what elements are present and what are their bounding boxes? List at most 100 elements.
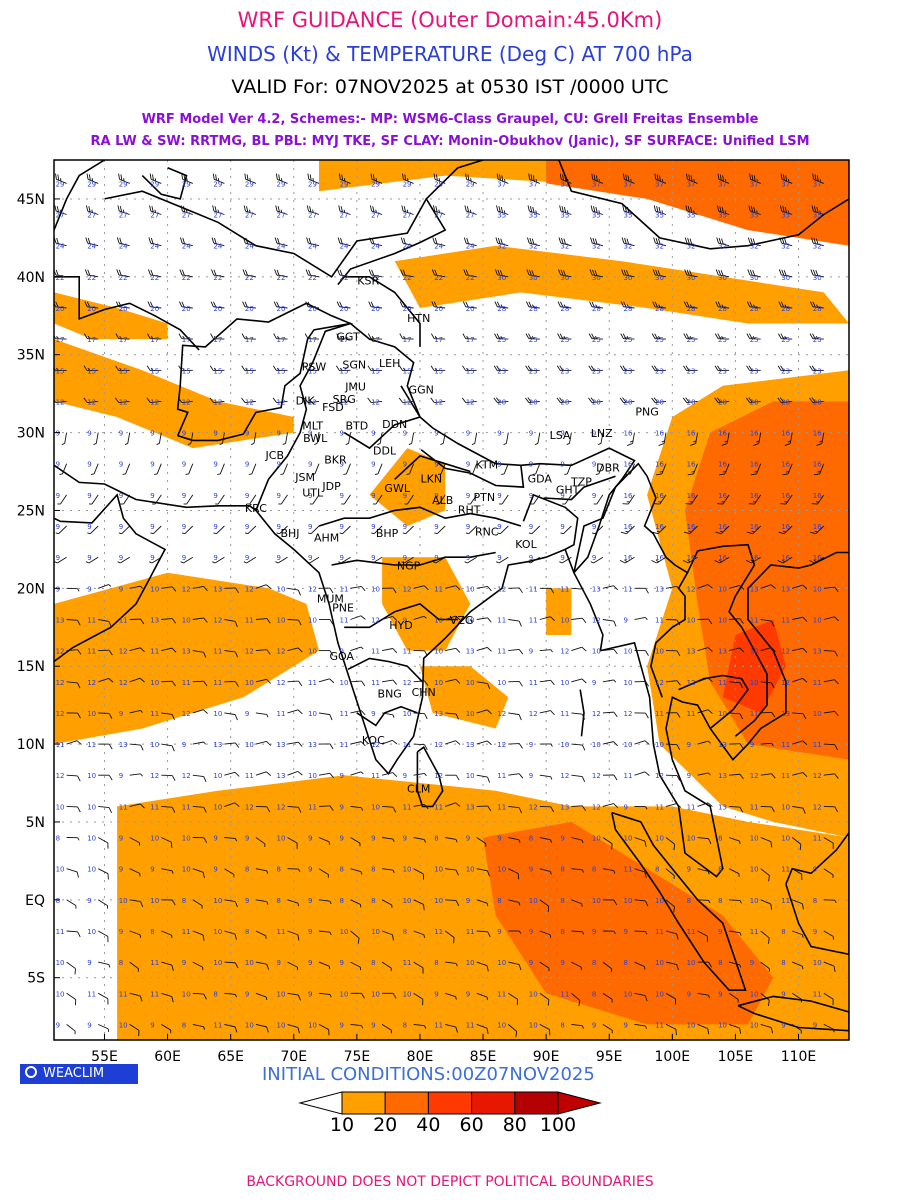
barb-speed-label: 16 <box>687 461 696 469</box>
barb-speed-label: 12 <box>497 710 506 718</box>
barb-speed-label: 9 <box>340 959 344 967</box>
barb-speed-label: 11 <box>560 710 569 718</box>
wind-barb <box>381 930 394 941</box>
wind-barb <box>97 868 109 880</box>
barb-speed-label: 10 <box>245 1021 254 1029</box>
wind-barb <box>823 837 834 849</box>
wind-barb <box>634 837 647 847</box>
barb-speed-label: 10 <box>750 648 759 656</box>
wind-barb <box>350 771 364 776</box>
barb-speed-label: 12 <box>182 772 191 780</box>
barb-speed-label: 9 <box>87 959 91 967</box>
wind-barb <box>778 301 793 309</box>
wind-barb <box>697 772 711 776</box>
wind-barb <box>728 868 740 877</box>
wind-barb <box>120 494 131 505</box>
wind-barb <box>697 709 713 714</box>
wind-barb <box>192 650 207 658</box>
barb-speed-label: 25 <box>718 336 727 344</box>
barb-speed-label: 25 <box>497 336 506 344</box>
barb-speed-label: 10 <box>592 835 601 843</box>
barb-speed-label: 28 <box>592 305 601 313</box>
barb-speed-label: 9 <box>213 430 217 438</box>
black-sea-area <box>54 160 105 231</box>
wind-barb <box>823 930 834 940</box>
wind-barb <box>381 616 398 621</box>
lon-label: 70E <box>280 1049 307 1065</box>
barb-speed-label: 9 <box>592 679 596 687</box>
wind-barb <box>413 992 424 1006</box>
station-jdp: JDP <box>321 480 341 493</box>
barb-speed-label: 11 <box>340 617 349 625</box>
wind-barb <box>318 743 334 750</box>
wind-barb <box>665 619 681 626</box>
barb-speed-label: 9 <box>245 523 249 531</box>
wind-barb <box>287 709 303 715</box>
wind-barb <box>508 899 521 906</box>
wind-barb <box>564 463 572 475</box>
wind-barb <box>525 365 540 372</box>
barb-speed-label: 22 <box>277 274 286 282</box>
wind-barb <box>747 269 761 278</box>
wind-barb <box>626 432 635 446</box>
barb-speed-label: 16 <box>750 430 759 438</box>
barb-speed-label: 23 <box>560 367 569 375</box>
wind-barb <box>823 1023 835 1033</box>
barb-speed-label: 11 <box>371 679 380 687</box>
wind-barb <box>319 650 334 656</box>
barb-speed-label: 11 <box>245 772 254 780</box>
barb-speed-label: 16 <box>781 492 790 500</box>
wind-barb <box>147 269 162 278</box>
wind-barb <box>241 365 256 372</box>
barb-speed-label: 10 <box>750 835 759 843</box>
wind-barb <box>445 837 458 843</box>
wind-barb <box>658 432 667 446</box>
wind-barb <box>654 173 667 184</box>
barb-speed-label: 16 <box>624 492 633 500</box>
wind-barb <box>590 237 604 247</box>
barb-speed-label: 8 <box>371 959 375 967</box>
wind-barb <box>192 1023 206 1030</box>
wind-barb <box>382 679 398 685</box>
barb-speed-label: 35 <box>655 212 664 220</box>
barb-speed-label: 20 <box>655 398 664 406</box>
barb-speed-label: 37 <box>497 180 506 188</box>
caspian-area <box>54 275 200 351</box>
wind-barb <box>179 237 193 247</box>
barb-speed-label: 22 <box>87 274 96 282</box>
wind-barb <box>437 463 446 475</box>
barb-speed-label: 12 <box>87 398 96 406</box>
barb-speed-label: 28 <box>529 305 538 313</box>
barb-speed-label: 27 <box>119 212 128 220</box>
wind-barb <box>716 237 730 247</box>
station-dik: DIK <box>296 395 316 408</box>
barb-speed-label: 9 <box>403 554 407 562</box>
barb-speed-label: 9 <box>529 866 533 874</box>
wind-barb <box>413 899 425 911</box>
barb-speed-label: 29 <box>277 180 286 188</box>
wind-barb <box>684 269 698 278</box>
wind-barb <box>634 992 648 1002</box>
barb-speed-label: 30 <box>813 274 822 282</box>
barb-speed-label: 11 <box>434 1021 443 1029</box>
barb-speed-label: 9 <box>119 430 123 438</box>
wind-barb <box>823 710 839 717</box>
wind-barb <box>559 205 572 215</box>
wind-barb <box>539 616 555 622</box>
barb-speed-label: 10 <box>182 835 191 843</box>
wind-barb <box>274 237 288 247</box>
wind-barb <box>122 463 131 475</box>
barb-speed-label: 9 <box>87 554 91 562</box>
wind-barb <box>476 837 487 847</box>
barb-speed-label: 11 <box>434 585 443 593</box>
wind-barb <box>634 930 648 935</box>
wind-barb <box>823 743 838 751</box>
barb-speed-label: 24 <box>371 243 380 251</box>
barb-speed-label: 10 <box>340 679 349 687</box>
wind-barb <box>728 647 745 653</box>
barb-speed-label: 10 <box>624 741 633 749</box>
barb-speed-label: 9 <box>781 1021 785 1029</box>
barb-speed-label: 35 <box>497 212 506 220</box>
wind-barb <box>622 494 635 505</box>
wind-barb <box>665 837 676 851</box>
